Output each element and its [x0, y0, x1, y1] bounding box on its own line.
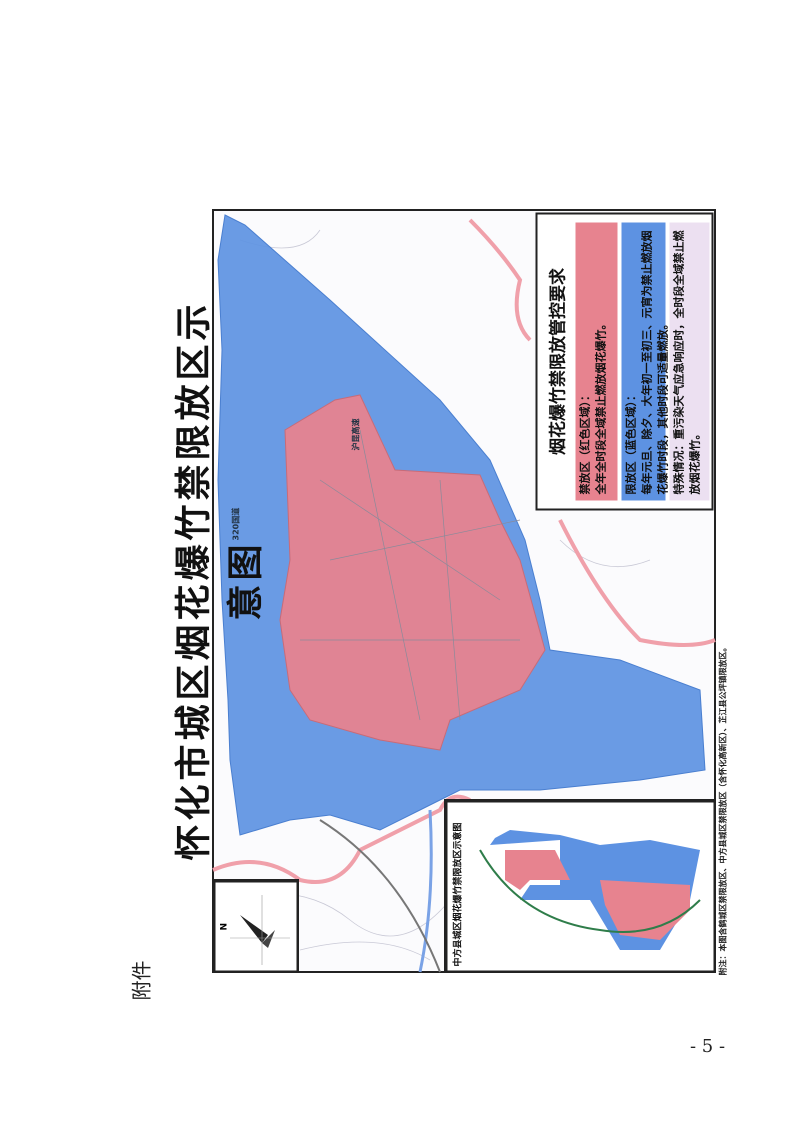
- rotated-content: 附件 怀化市城区烟花爆竹禁限放区示意图 N 中方县城区烟花爆竹禁限放区示意图 烟…: [120, 200, 735, 1010]
- legend-title: 烟花爆竹禁限放管控要求: [548, 267, 568, 455]
- page-number: - 5 -: [690, 1036, 726, 1057]
- inset-map: 中方县城区烟花爆竹禁限放区示意图: [445, 800, 715, 972]
- map-title: 怀化市城区烟花爆竹禁限放区示意图: [172, 300, 266, 861]
- street-grid: [300, 429, 521, 721]
- railway: [319, 819, 441, 973]
- prohibited-zone-red: [279, 394, 546, 751]
- inset-title: 中方县城区烟花爆竹禁限放区示意图: [453, 821, 463, 966]
- compass: N: [213, 880, 298, 972]
- legend-special: 特殊情况：重污染天气应急响应时，全时段全域禁止燃放烟花爆竹。: [669, 222, 709, 500]
- inset-prohibited-zone-2: [600, 880, 690, 940]
- north-arrow-icon: [240, 915, 268, 943]
- map-footnote: 附注：本图含鹤城区禁限放区、中方县城区禁限放区（含怀化高新区）、芷江县公坪镇限放…: [718, 643, 727, 975]
- legend-special-text: 特殊情况：重污染天气应急响应时，全时段全域禁止燃放烟花爆竹。: [672, 230, 701, 494]
- legend-restricted-text: 每年元旦、除夕、大年初一至初三、元宵为禁止燃放烟花爆竹时段，其他时段可适量燃放。: [640, 230, 669, 494]
- legend-restricted-heading: 限放区（蓝色区域）：: [624, 389, 637, 495]
- road-label: 320国道: [231, 507, 240, 540]
- legend-prohibited: 禁放区（红色区域）： 全年全时段全域禁止燃放烟花爆竹。: [575, 222, 617, 500]
- legend-prohibited-text: 全年全时段全域禁止燃放烟花爆竹。: [594, 318, 607, 494]
- inset-prohibited-zone-1: [505, 850, 570, 890]
- legend-panel: 烟花爆竹禁限放管控要求 禁放区（红色区域）： 全年全时段全域禁止燃放烟花爆竹。 …: [535, 212, 713, 510]
- compass-frame: [212, 879, 299, 973]
- legend-restricted: 限放区（蓝色区域）： 每年元旦、除夕、大年初一至初三、元宵为禁止燃放烟花爆竹时段…: [621, 222, 669, 500]
- road-label: 沪昆高速: [351, 418, 360, 450]
- legend-prohibited-heading: 禁放区（红色区域）：: [578, 389, 591, 495]
- compass-north-label: N: [219, 922, 229, 930]
- inset-highway: [479, 849, 701, 933]
- attachment-label: 附件: [129, 960, 153, 1000]
